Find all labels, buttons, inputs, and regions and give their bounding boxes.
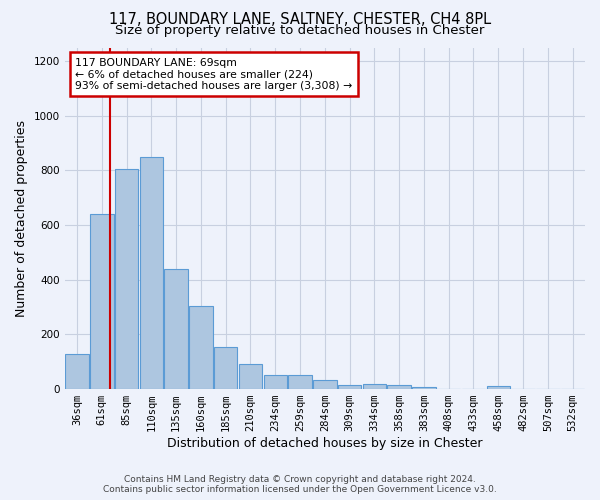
Bar [115,169,139,389]
Bar [388,385,411,389]
Bar [90,214,113,389]
Text: 117 BOUNDARY LANE: 69sqm
← 6% of detached houses are smaller (224)
93% of semi-d: 117 BOUNDARY LANE: 69sqm ← 6% of detache… [75,58,352,91]
Text: Size of property relative to detached houses in Chester: Size of property relative to detached ho… [115,24,485,37]
Bar [313,380,337,389]
Y-axis label: Number of detached properties: Number of detached properties [15,120,28,317]
Bar [263,376,287,389]
Bar [164,269,188,389]
Bar [288,376,312,389]
Bar [140,157,163,389]
Bar [362,384,386,389]
X-axis label: Distribution of detached houses by size in Chester: Distribution of detached houses by size … [167,437,482,450]
Bar [338,385,361,389]
Bar [65,354,89,389]
Bar [487,386,510,389]
Bar [412,387,436,389]
Bar [189,306,213,389]
Text: Contains HM Land Registry data © Crown copyright and database right 2024.
Contai: Contains HM Land Registry data © Crown c… [103,474,497,494]
Text: 117, BOUNDARY LANE, SALTNEY, CHESTER, CH4 8PL: 117, BOUNDARY LANE, SALTNEY, CHESTER, CH… [109,12,491,28]
Bar [239,364,262,389]
Bar [214,346,238,389]
